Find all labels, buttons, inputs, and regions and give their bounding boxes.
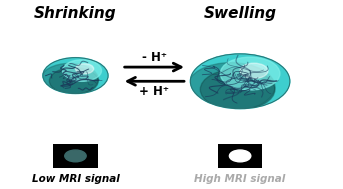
Text: - H⁺: - H⁺ <box>142 51 167 64</box>
Text: Swelling: Swelling <box>204 6 276 21</box>
Circle shape <box>220 57 280 90</box>
Circle shape <box>41 63 98 95</box>
Circle shape <box>229 150 251 162</box>
Text: + H⁺: + H⁺ <box>139 85 169 98</box>
Text: Shrinking: Shrinking <box>34 6 117 21</box>
Circle shape <box>187 63 275 111</box>
Circle shape <box>240 63 268 79</box>
Bar <box>218 144 262 168</box>
Circle shape <box>49 67 98 94</box>
Circle shape <box>43 58 108 94</box>
Circle shape <box>62 60 102 81</box>
Circle shape <box>75 64 94 74</box>
Text: Low MRI signal: Low MRI signal <box>32 174 119 184</box>
Circle shape <box>65 150 86 162</box>
Text: High MRI signal: High MRI signal <box>194 174 286 184</box>
Circle shape <box>190 54 290 109</box>
Bar <box>53 144 98 168</box>
Circle shape <box>200 69 275 110</box>
